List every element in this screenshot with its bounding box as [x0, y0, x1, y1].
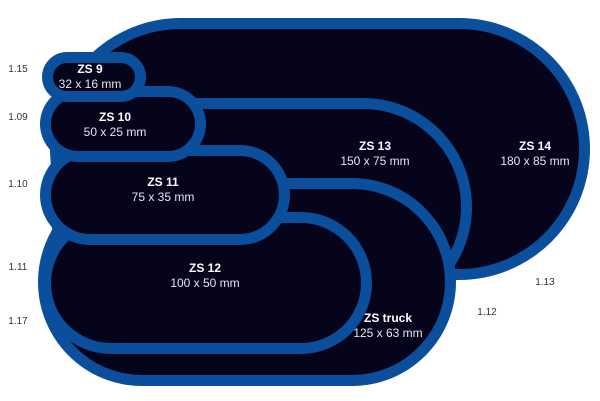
- patch-code: 1.11: [9, 262, 28, 273]
- patch-code: 1.17: [8, 316, 28, 327]
- patch-zs10: [40, 86, 206, 162]
- patch-size: 180 x 85 mm: [500, 154, 569, 168]
- patch-name: ZS 10: [99, 110, 131, 124]
- patch-name: ZS 12: [189, 261, 221, 275]
- patch-body: [51, 156, 279, 234]
- patch-body: [51, 97, 195, 151]
- patch-zs11: [40, 145, 290, 245]
- patch-name: ZS 11: [147, 175, 179, 189]
- patch-size: 100 x 50 mm: [170, 276, 239, 290]
- patch-name: ZS 14: [519, 139, 551, 153]
- patch-code: 1.12: [477, 307, 497, 318]
- patch-body: [53, 63, 135, 91]
- patch-size: 50 x 25 mm: [84, 125, 147, 139]
- patch-zs9: [42, 52, 146, 102]
- patch-code: 1.13: [535, 277, 555, 288]
- patch-name: ZS 9: [77, 62, 103, 76]
- patch-size: 125 x 63 mm: [353, 326, 422, 340]
- patch-size: 32 x 16 mm: [59, 77, 122, 91]
- patch-name: ZS truck: [364, 311, 412, 325]
- patch-zs12: [40, 212, 372, 354]
- patch-size: 75 x 35 mm: [132, 190, 195, 204]
- patch-size: 150 x 75 mm: [340, 154, 409, 168]
- patch-code: 1.09: [8, 112, 28, 123]
- patch-body: [51, 223, 361, 343]
- patch-code: 1.15: [8, 64, 28, 75]
- patch-code: 1.10: [8, 179, 28, 190]
- patch-name: ZS 13: [359, 139, 391, 153]
